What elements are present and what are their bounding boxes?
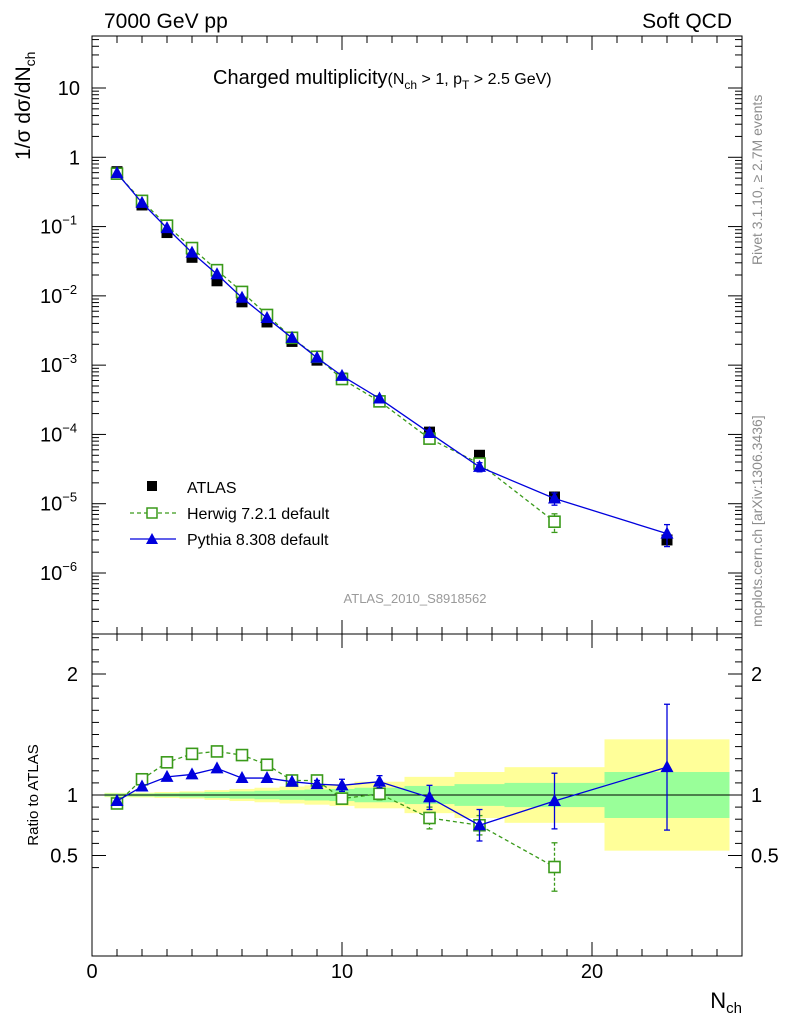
ratio-pythia-point <box>548 794 561 807</box>
legend-pythia-marker <box>146 533 158 544</box>
header-left: 7000 GeV pp <box>104 10 228 33</box>
main-pythia-point <box>135 195 149 208</box>
ratio-y-tick-label: 1 <box>67 785 78 807</box>
main-pythia-point <box>185 245 199 258</box>
main-atlas-point <box>211 275 223 287</box>
legend-item-pythia: Pythia 8.308 default <box>130 532 329 549</box>
ratio-pythia-point <box>660 760 674 773</box>
ratio-pythia-point <box>423 790 436 803</box>
rivet-info: Rivet 3.1.10, ≥ 2.7M events <box>749 95 765 265</box>
ratio-pythia-point <box>260 771 274 784</box>
ratio-plot: 0.5 0.5 1 1 2 2 0 10 20 Ratio to ATLAS Nch <box>25 633 779 1017</box>
ratio-herwig-point <box>210 745 224 758</box>
x-axis-label: Nch <box>710 988 742 1017</box>
ratio-y-axis-label: Ratio to ATLAS <box>25 744 42 845</box>
ratio-y-tick-label-right: 0.5 <box>751 846 779 868</box>
header-right: Soft QCD <box>642 10 732 33</box>
ratio-pythia-point <box>310 777 324 790</box>
legend-item-herwig: Herwig 7.2.1 default <box>130 506 330 523</box>
ratio-herwig-point <box>235 748 249 762</box>
main-y-tick-label: 10−4 <box>40 420 77 446</box>
ratio-x-tick-labels: 0 10 20 <box>86 961 603 983</box>
main-pythia-point <box>110 166 124 179</box>
ratio-y-tick-label-right: 2 <box>751 664 762 686</box>
main-pythia-point <box>160 221 174 234</box>
main-pythia-point <box>335 368 349 381</box>
main-pythia-point <box>260 310 274 323</box>
ratio-y-tick-label-right: 1 <box>751 785 762 807</box>
legend-pythia-label: Pythia 8.308 default <box>187 532 329 549</box>
main-y-tick-label: 10 <box>58 78 80 100</box>
main-series <box>110 166 674 548</box>
main-y-tick-label: 10−1 <box>40 213 77 239</box>
ratio-pythia-point <box>160 769 174 782</box>
main-pythia-point <box>548 491 561 504</box>
main-y-axis-label: 1/σ dσ/dNch <box>12 52 38 160</box>
main-y-tick-label: 1 <box>69 147 80 169</box>
main-plot: 10 1 10−1 10−2 10−3 10−4 10−5 10−6 Charged mult… <box>12 35 743 635</box>
ratio-pythia-point <box>110 794 124 807</box>
ratio-herwig-point <box>373 787 386 801</box>
mcplots-info: mcplots.cern.ch [arXiv:1306.3436] <box>749 415 765 627</box>
ratio-pythia-point <box>373 774 386 787</box>
main-herwig-point <box>548 515 561 529</box>
main-pythia-point <box>473 459 486 472</box>
main-pythia-point <box>285 330 299 343</box>
ratio-herwig-point <box>335 792 349 805</box>
main-y-tick-label: 10−2 <box>40 282 77 308</box>
main-pythia-point <box>660 526 674 539</box>
ratio-pythia-point <box>235 771 249 784</box>
ratio-pythia-point <box>135 779 149 792</box>
ratio-herwig-point <box>160 756 174 769</box>
ratio-herwig-point <box>548 860 561 874</box>
watermark: ATLAS_2010_S8918562 <box>344 591 487 606</box>
ratio-y-tick-label: 2 <box>67 664 78 686</box>
ratio-pythia-point <box>285 774 299 787</box>
ratio-pythia-point <box>185 767 199 780</box>
main-y-ticks <box>91 36 742 634</box>
ratio-pythia-point <box>473 818 486 831</box>
main-pythia-point <box>235 290 249 303</box>
main-y-tick-label: 10−3 <box>40 351 77 377</box>
ratio-y-tick-label: 0.5 <box>50 846 78 868</box>
main-y-tick-label: 10−5 <box>40 490 77 516</box>
ratio-x-tick-label: 10 <box>331 961 353 983</box>
main-y-tick-labels: 10 1 10−1 10−2 10−3 10−4 10−5 10−6 <box>40 78 80 585</box>
ratio-pythia-point <box>210 761 224 774</box>
main-herwig-line <box>116 173 555 523</box>
ratio-herwig-point <box>423 811 436 825</box>
ratio-x-tick-label: 0 <box>86 961 97 983</box>
main-pythia-point <box>373 391 386 404</box>
main-pythia-point <box>423 425 436 438</box>
ratio-y-tick-labels: 0.5 0.5 1 1 2 2 <box>50 664 779 868</box>
main-atlas-point <box>474 449 485 461</box>
main-pythia-point <box>210 267 224 280</box>
ratio-herwig-point <box>185 747 199 761</box>
legend-atlas-label: ATLAS <box>187 480 237 497</box>
main-y-tick-label: 10−6 <box>40 559 77 585</box>
ratio-series <box>110 703 674 892</box>
ratio-herwig-point <box>260 758 274 772</box>
ratio-x-tick-label: 20 <box>581 961 603 983</box>
legend-herwig-marker <box>146 507 158 519</box>
legend-item-atlas: ATLAS <box>147 480 237 497</box>
ratio-herwig-line <box>116 750 555 868</box>
legend-atlas-marker <box>147 481 157 491</box>
legend-herwig-label: Herwig 7.2.1 default <box>187 506 330 523</box>
legend: ATLAS Herwig 7.2.1 default Pythia 8.308 … <box>130 480 330 549</box>
main-pythia-point <box>310 350 324 363</box>
ratio-ticks <box>91 634 742 956</box>
main-title: Charged multiplicity(Nch > 1, pT > 2.5 G… <box>213 67 552 92</box>
ratio-pythia-point <box>335 778 349 791</box>
